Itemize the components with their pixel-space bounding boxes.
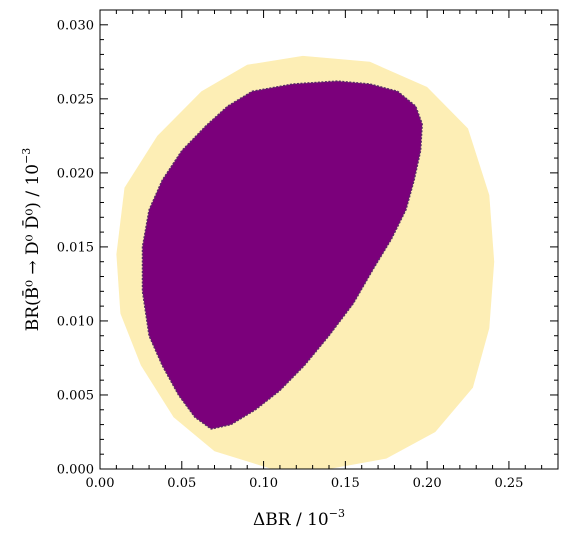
y-axis-label: BR(B̄⁰ → D⁰ D̄⁰) / 10−3 [20, 148, 43, 332]
x-axis-label-main: ΔBR / 10 [253, 510, 329, 530]
x-tick-label: 0.00 [86, 476, 115, 491]
x-tick-label: 0.20 [413, 476, 442, 491]
x-tick-label: 0.25 [494, 476, 523, 491]
y-tick-label: 0.025 [57, 92, 94, 107]
y-tick-label: 0.030 [57, 18, 94, 33]
x-tick-label: 0.05 [167, 476, 196, 491]
x-tick-label: 0.10 [249, 476, 278, 491]
y-tick-label: 0.000 [57, 463, 94, 478]
x-axis-label-sup: −3 [329, 507, 345, 520]
y-tick-label: 0.020 [57, 166, 94, 181]
y-tick-label: 0.010 [57, 314, 94, 329]
y-axis-label-sup: −3 [20, 148, 33, 164]
inner-region [141, 80, 423, 430]
x-axis-label: ΔBR / 10−3 [253, 507, 345, 530]
y-tick-label: 0.005 [57, 388, 94, 403]
y-axis-label-main: BR(B̄⁰ → D⁰ D̄⁰) / 10 [21, 164, 43, 331]
ticks-layer: 0.00 0.05 0.10 0.15 0.20 0.25 0.000 0.005 0.010 0… [57, 9, 559, 491]
regions-layer [116, 55, 495, 469]
y-tick-label: 0.015 [57, 240, 94, 255]
x-tick-label: 0.15 [331, 476, 360, 491]
